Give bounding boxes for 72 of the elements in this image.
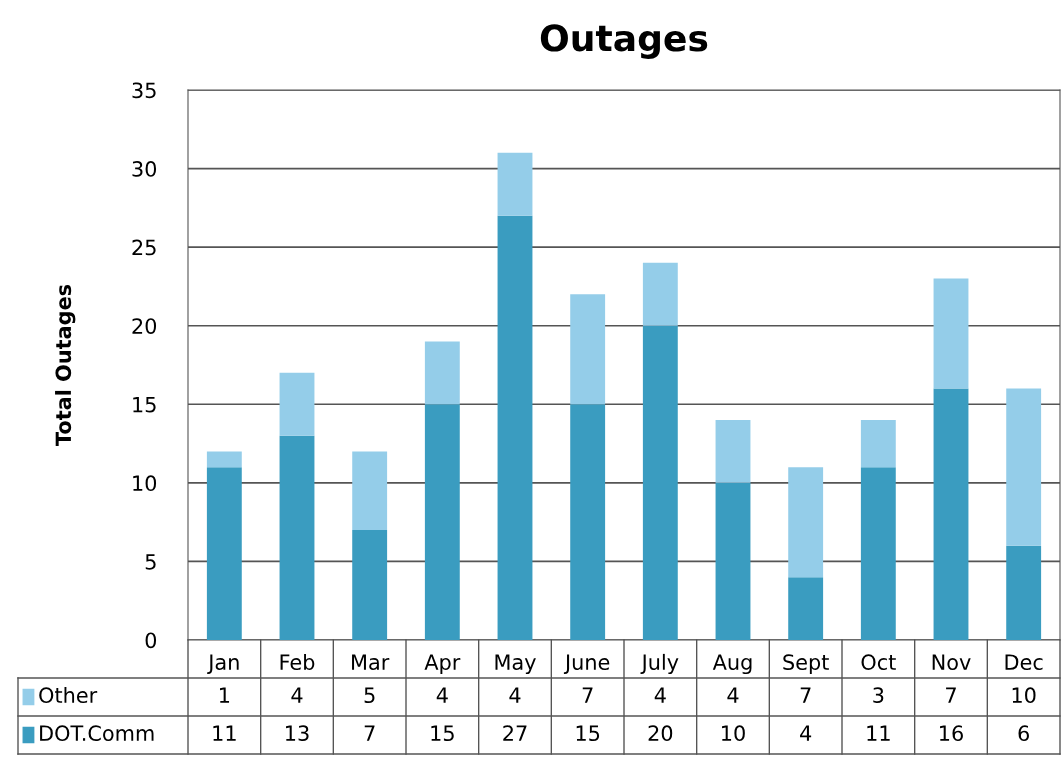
bar [206, 467, 242, 640]
y-tick-label: 0 [145, 632, 157, 649]
bar [424, 341, 460, 405]
data-label: 7 [946, 687, 956, 703]
x-tick-label: Oct [861, 654, 896, 671]
data-label: 4 [436, 687, 448, 703]
y-tick-label: 30 [132, 161, 157, 177]
data-label: 15 [431, 725, 454, 742]
bar [424, 404, 460, 640]
data-label: 7 [582, 687, 593, 703]
bar [352, 530, 388, 640]
y-tick-label: 10 [133, 475, 157, 492]
bar [933, 278, 969, 389]
legend-label: DOT.Comm [40, 725, 154, 742]
bar [352, 451, 388, 530]
x-tick-label: July [640, 653, 679, 675]
bar [788, 467, 824, 578]
data-label: 10 [722, 725, 745, 742]
bar [279, 435, 315, 640]
bar [860, 467, 896, 640]
data-label: 4 [727, 687, 739, 703]
x-tick-label: Mar [352, 654, 390, 671]
bar [933, 388, 969, 640]
y-tick-label: 15 [133, 397, 156, 413]
bar [860, 420, 896, 468]
x-tick-label: Aug [712, 654, 752, 675]
data-label: 11 [213, 725, 236, 741]
data-label: 3 [873, 687, 884, 704]
data-label: 16 [940, 725, 963, 742]
x-tick-label: June [563, 654, 610, 674]
x-tick-label: Feb [280, 653, 315, 671]
bar [788, 577, 824, 640]
bar [570, 404, 606, 640]
x-tick-label: Apr [424, 654, 461, 675]
data-label: 4 [291, 687, 303, 703]
data-label: 10 [1012, 687, 1036, 704]
legend-label: Other [39, 686, 98, 704]
x-tick-label: Dec [1005, 654, 1043, 671]
data-label: 6 [1018, 725, 1029, 742]
data-label: 5 [364, 687, 375, 704]
data-label: 11 [867, 725, 890, 741]
x-tick-label: Nov [932, 654, 971, 671]
bar [1006, 545, 1042, 640]
data-label: 7 [800, 687, 811, 703]
data-label: 4 [654, 687, 666, 703]
bar [497, 215, 533, 640]
data-label: 1 [219, 687, 230, 703]
data-label: 4 [509, 687, 521, 703]
y-tick-label: 25 [132, 239, 156, 256]
data-label: 15 [576, 725, 600, 742]
bar [642, 325, 678, 640]
bar [1006, 388, 1042, 546]
bar [715, 482, 751, 640]
bar [642, 262, 678, 326]
bar [570, 294, 606, 405]
x-tick-label: May [495, 654, 536, 675]
bar [497, 152, 533, 216]
data-label: 20 [648, 725, 673, 742]
y-tick-label: 20 [132, 318, 157, 334]
y-axis-title: Total Outages [55, 284, 76, 446]
data-label: 27 [503, 725, 527, 741]
bar [715, 420, 751, 483]
data-label: 7 [364, 725, 375, 741]
bar [206, 451, 242, 468]
data-label: 13 [286, 725, 309, 742]
x-tick-label: Jan [207, 654, 239, 674]
bar [279, 372, 315, 436]
data-label: 4 [800, 725, 812, 741]
x-tick-label: Sept [783, 654, 829, 675]
y-tick-label: 5 [145, 554, 156, 570]
chart-title: Outages [540, 24, 708, 59]
y-tick-label: 35 [132, 82, 156, 99]
